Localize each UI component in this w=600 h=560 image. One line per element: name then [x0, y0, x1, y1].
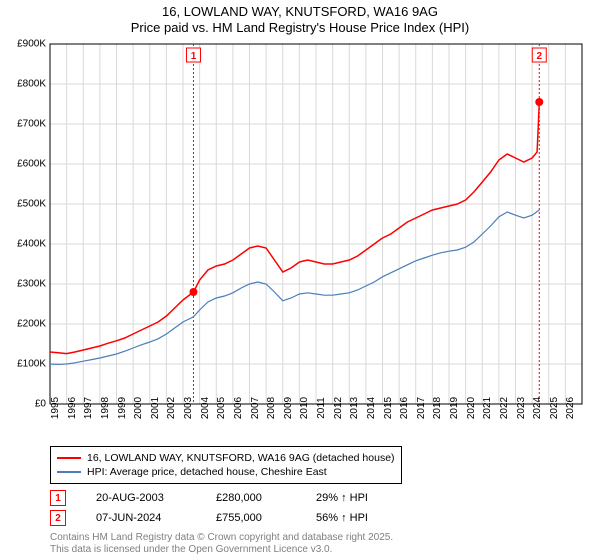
sale-hpi: 29% ↑ HPI — [316, 492, 368, 504]
sale-date: 20-AUG-2003 — [96, 492, 186, 504]
sale-marker-icon: 1 — [50, 490, 66, 506]
footer-line1: Contains HM Land Registry data © Crown c… — [50, 532, 393, 544]
sale-price: £280,000 — [216, 492, 286, 504]
sale-marker-icon: 2 — [50, 510, 66, 526]
footer-line2: This data is licensed under the Open Gov… — [50, 544, 393, 556]
legend-label: HPI: Average price, detached house, Ches… — [87, 465, 327, 479]
sale-hpi: 56% ↑ HPI — [316, 512, 368, 524]
chart-footer: Contains HM Land Registry data © Crown c… — [50, 532, 393, 556]
legend-item: HPI: Average price, detached house, Ches… — [57, 465, 395, 479]
legend-swatch — [57, 471, 81, 473]
legend-swatch — [57, 457, 81, 459]
chart-legend: 16, LOWLAND WAY, KNUTSFORD, WA16 9AG (de… — [50, 446, 402, 484]
svg-text:1: 1 — [191, 51, 197, 62]
svg-text:2: 2 — [536, 51, 542, 62]
sale-date: 07-JUN-2024 — [96, 512, 186, 524]
sale-row: 1 20-AUG-2003 £280,000 29% ↑ HPI — [50, 490, 368, 506]
sale-price: £755,000 — [216, 512, 286, 524]
sale-row: 2 07-JUN-2024 £755,000 56% ↑ HPI — [50, 510, 368, 526]
chart-container: 16, LOWLAND WAY, KNUTSFORD, WA16 9AG Pri… — [0, 0, 600, 560]
legend-item: 16, LOWLAND WAY, KNUTSFORD, WA16 9AG (de… — [57, 451, 395, 465]
legend-label: 16, LOWLAND WAY, KNUTSFORD, WA16 9AG (de… — [87, 451, 395, 465]
